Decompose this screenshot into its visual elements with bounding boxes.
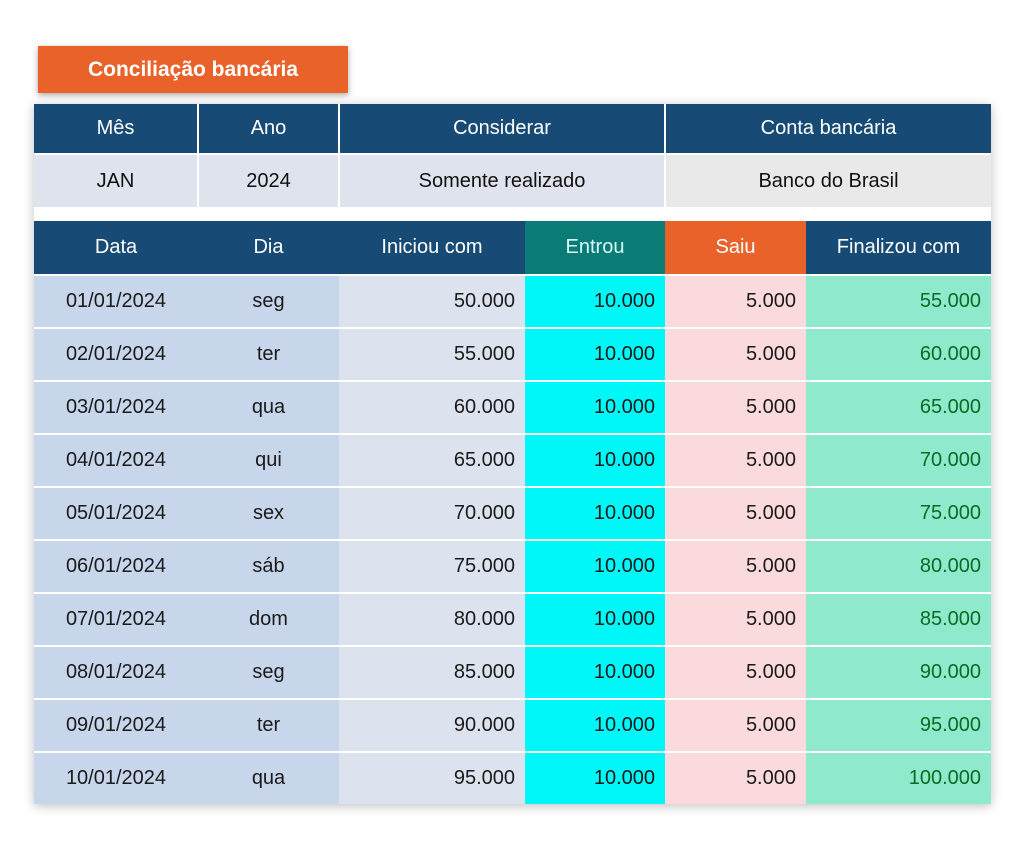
cell-outflow: 5.000: [665, 645, 806, 699]
cell-outflow: 5.000: [665, 274, 806, 328]
cell-opening-balance: 95.000: [339, 751, 525, 804]
cell-day: ter: [198, 327, 339, 381]
cell-outflow: 5.000: [665, 486, 806, 540]
cell-opening-balance: 65.000: [339, 433, 525, 487]
cell-outflow: 5.000: [665, 380, 806, 434]
table-row: 08/01/2024 seg 85.000 10.000 5.000 90.000: [34, 645, 991, 699]
cell-day: qua: [198, 380, 339, 434]
cell-closing-balance: 70.000: [806, 433, 991, 487]
cell-outflow: 5.000: [665, 592, 806, 646]
table-row: 07/01/2024 dom 80.000 10.000 5.000 85.000: [34, 592, 991, 646]
cell-inflow: 10.000: [525, 592, 665, 646]
cell-closing-balance: 95.000: [806, 698, 991, 752]
consider-field[interactable]: Somente realizado: [339, 153, 666, 207]
cell-day: qui: [198, 433, 339, 487]
cell-date: 03/01/2024: [34, 380, 198, 434]
cell-day: qua: [198, 751, 339, 804]
column-header-day: Dia: [198, 221, 339, 275]
cell-date: 09/01/2024: [34, 698, 198, 752]
cell-date: 06/01/2024: [34, 539, 198, 593]
column-header-inflow: Entrou: [525, 221, 665, 275]
cell-opening-balance: 75.000: [339, 539, 525, 593]
cell-opening-balance: 90.000: [339, 698, 525, 752]
column-header-date: Data: [34, 221, 198, 275]
cell-day: ter: [198, 698, 339, 752]
table-row: 04/01/2024 qui 65.000 10.000 5.000 70.000: [34, 433, 991, 487]
cell-closing-balance: 100.000: [806, 751, 991, 804]
cell-date: 01/01/2024: [34, 274, 198, 328]
cell-inflow: 10.000: [525, 274, 665, 328]
cell-closing-balance: 80.000: [806, 539, 991, 593]
cell-date: 07/01/2024: [34, 592, 198, 646]
cell-day: seg: [198, 645, 339, 699]
filter-header-bank-account: Conta bancária: [665, 104, 991, 154]
table-row: 10/01/2024 qua 95.000 10.000 5.000 100.000: [34, 751, 991, 804]
table-row: 09/01/2024 ter 90.000 10.000 5.000 95.000: [34, 698, 991, 752]
filter-table: Mês Ano Considerar Conta bancária JAN 20…: [34, 104, 991, 207]
table-row: 05/01/2024 sex 70.000 10.000 5.000 75.000: [34, 486, 991, 540]
filter-value-row: JAN 2024 Somente realizado Banco do Bras…: [34, 153, 991, 207]
column-header-closing-balance: Finalizou com: [806, 221, 991, 275]
cell-closing-balance: 85.000: [806, 592, 991, 646]
cell-date: 10/01/2024: [34, 751, 198, 804]
cell-date: 08/01/2024: [34, 645, 198, 699]
page-title: Conciliação bancária: [38, 46, 348, 93]
cell-outflow: 5.000: [665, 539, 806, 593]
filter-header-month: Mês: [34, 104, 199, 154]
column-header-outflow: Saiu: [665, 221, 806, 275]
cell-opening-balance: 50.000: [339, 274, 525, 328]
column-header-opening-balance: Iniciou com: [339, 221, 525, 275]
cell-closing-balance: 55.000: [806, 274, 991, 328]
cell-day: seg: [198, 274, 339, 328]
cell-inflow: 10.000: [525, 433, 665, 487]
cell-day: dom: [198, 592, 339, 646]
reconciliation-panel: Mês Ano Considerar Conta bancária JAN 20…: [34, 104, 991, 804]
table-header-row: Data Dia Iniciou com Entrou Saiu Finaliz…: [34, 221, 991, 275]
table-row: 03/01/2024 qua 60.000 10.000 5.000 65.000: [34, 380, 991, 434]
cell-closing-balance: 90.000: [806, 645, 991, 699]
cell-closing-balance: 65.000: [806, 380, 991, 434]
cell-inflow: 10.000: [525, 327, 665, 381]
cell-outflow: 5.000: [665, 327, 806, 381]
cell-inflow: 10.000: [525, 751, 665, 804]
cell-date: 02/01/2024: [34, 327, 198, 381]
cell-date: 04/01/2024: [34, 433, 198, 487]
cell-inflow: 10.000: [525, 539, 665, 593]
cell-day: sáb: [198, 539, 339, 593]
year-field[interactable]: 2024: [198, 153, 340, 207]
filter-header-row: Mês Ano Considerar Conta bancária: [34, 104, 991, 154]
cell-inflow: 10.000: [525, 486, 665, 540]
cell-opening-balance: 55.000: [339, 327, 525, 381]
cell-inflow: 10.000: [525, 380, 665, 434]
table-row: 06/01/2024 sáb 75.000 10.000 5.000 80.000: [34, 539, 991, 593]
cell-closing-balance: 60.000: [806, 327, 991, 381]
table-row: 02/01/2024 ter 55.000 10.000 5.000 60.000: [34, 327, 991, 381]
cell-opening-balance: 70.000: [339, 486, 525, 540]
month-field[interactable]: JAN: [34, 153, 199, 207]
table-row: 01/01/2024 seg 50.000 10.000 5.000 55.000: [34, 274, 991, 328]
cell-inflow: 10.000: [525, 698, 665, 752]
cell-opening-balance: 85.000: [339, 645, 525, 699]
cell-outflow: 5.000: [665, 433, 806, 487]
cell-date: 05/01/2024: [34, 486, 198, 540]
cell-outflow: 5.000: [665, 751, 806, 804]
cell-outflow: 5.000: [665, 698, 806, 752]
filter-header-year: Ano: [198, 104, 340, 154]
bank-account-field[interactable]: Banco do Brasil: [665, 153, 991, 207]
filter-header-consider: Considerar: [339, 104, 666, 154]
cell-inflow: 10.000: [525, 645, 665, 699]
divider: [34, 207, 991, 221]
cell-closing-balance: 75.000: [806, 486, 991, 540]
cell-day: sex: [198, 486, 339, 540]
reconciliation-table: Data Dia Iniciou com Entrou Saiu Finaliz…: [34, 221, 991, 804]
cell-opening-balance: 60.000: [339, 380, 525, 434]
cell-opening-balance: 80.000: [339, 592, 525, 646]
